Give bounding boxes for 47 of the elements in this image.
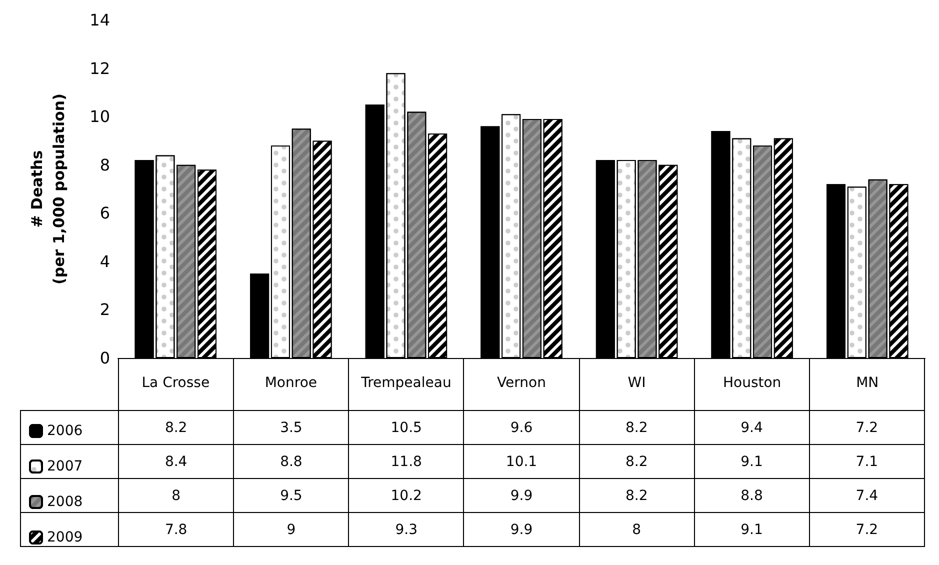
data-label: 10.5 [348,410,464,444]
data-label: 9.1 [694,512,810,546]
data-label: 9.4 [694,410,810,444]
data-label: 9.1 [694,444,810,478]
x-tick-label: Monroe [264,375,318,391]
x-tick-label: WI [628,375,646,391]
data-label: 8.8 [234,444,349,478]
data-label: 10.1 [464,444,580,478]
y-tick-label: 6 [100,204,110,223]
data-label: 9.3 [348,512,464,546]
data-label: 8.8 [694,478,810,512]
x-tick-label: Trempealeau [360,375,452,391]
y-tick-label: 8 [100,155,110,174]
data-label: 11.8 [348,444,464,478]
y-tick-label: 14 [90,10,110,30]
data-label: 8.2 [579,410,694,444]
legend-label: 2007 [47,458,83,474]
data-label: 8.2 [579,444,694,478]
data-label: 7.2 [809,410,924,444]
y-tick-label: 10 [90,107,110,126]
x-tick-label: Vernon [497,375,546,391]
data-label: 9 [234,512,349,546]
data-label: 7.4 [809,478,924,512]
data-label: 7.1 [809,444,924,478]
data-label: 9.6 [464,410,580,444]
data-label: 8.4 [118,444,234,478]
data-label: 7.2 [809,512,924,546]
legend-label: 2008 [47,494,83,510]
data-label: 3.5 [234,410,349,444]
x-tick-label: MN [856,375,879,391]
data-label: 9.9 [464,478,580,512]
legend-label: 2006 [47,423,83,439]
y-tick-label: 12 [90,58,110,78]
data-label: 8 [579,512,694,546]
data-label: 9.9 [464,512,580,546]
legend-label: 2009 [47,530,83,546]
x-tick-label: La Crosse [142,375,210,391]
y-tick-label: 4 [100,252,110,271]
data-label: 7.8 [118,512,234,546]
data-label: 10.2 [348,478,464,512]
data-label: 9.5 [234,478,349,512]
x-tick-label: Houston [722,375,782,391]
y-tick-label: 0 [100,348,110,368]
y-tick-label: 2 [100,300,110,320]
data-label: 8.2 [118,410,234,444]
y-axis-title: # Deaths (per 1,000 population) [28,94,68,284]
data-label: 8.2 [579,478,694,512]
